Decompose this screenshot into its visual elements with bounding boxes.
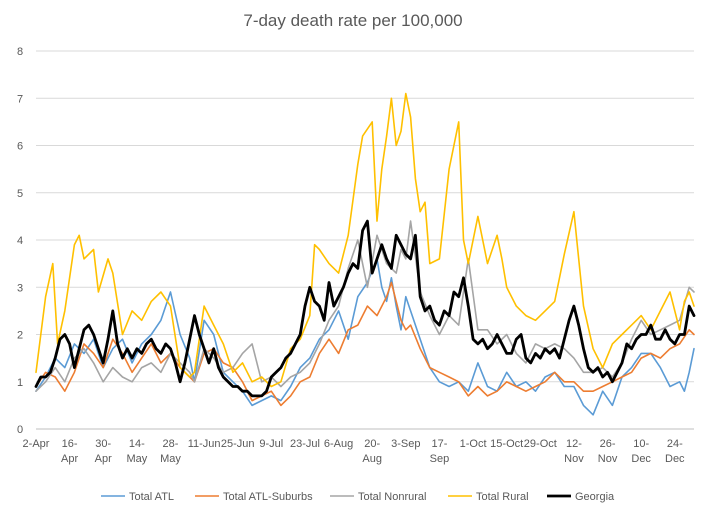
y-tick-label: 4 — [17, 235, 23, 247]
x-tick-label: 24-Dec — [665, 438, 685, 465]
x-tick-label: 12-Nov — [564, 438, 584, 465]
x-tick-label: 11-Jun — [188, 438, 221, 450]
x-tick-label: 28-May — [160, 438, 181, 465]
x-tick-label: 9-Jul — [259, 438, 283, 450]
legend-label: Total ATL — [129, 491, 174, 503]
y-tick-label: 1 — [17, 377, 23, 389]
y-tick-label: 2 — [17, 330, 23, 342]
series-line-total-rural — [35, 92, 695, 388]
series-line-georgia — [34, 219, 696, 398]
legend-label: Georgia — [575, 491, 615, 503]
y-tick-label: 0 — [17, 424, 23, 436]
x-tick-label: 23-Jul — [290, 438, 320, 450]
x-tick-label: 29-Oct — [524, 438, 557, 450]
x-tick-label: 26-Nov — [598, 438, 618, 465]
y-axis-tick-labels: 0 1 2 3 4 5 6 7 8 — [17, 46, 23, 436]
legend-label: Total Rural — [476, 491, 529, 503]
legend-label: Total Nonrural — [358, 491, 426, 503]
y-tick-label: 3 — [17, 282, 23, 294]
x-tick-label: 30-Apr — [95, 438, 112, 465]
legend: Total ATL Total ATL-Suburbs Total Nonrural… — [101, 491, 615, 503]
x-tick-label: 1-Oct — [460, 438, 487, 450]
x-axis-tick-labels: 2-Apr 16-Apr 30-Apr 14-May 28-May 11-Jun 25-Ju… — [23, 438, 686, 465]
x-tick-label: 25-Jun — [221, 438, 255, 450]
series-line-total-nonrural — [35, 220, 695, 392]
x-tick-label: 17-Sep — [430, 438, 450, 465]
series-lines — [34, 92, 696, 416]
legend-label: Total ATL-Suburbs — [223, 491, 313, 503]
chart-title: 7-day death rate per 100,000 — [243, 11, 462, 30]
gridlines — [36, 50, 694, 430]
x-tick-label: 16-Apr — [61, 438, 78, 465]
y-tick-label: 5 — [17, 188, 23, 200]
x-tick-label: 10-Dec — [631, 438, 651, 465]
y-tick-label: 8 — [17, 46, 23, 58]
x-tick-label: 6-Aug — [324, 438, 353, 450]
x-tick-label: 3-Sep — [391, 438, 420, 450]
y-tick-label: 6 — [17, 141, 23, 153]
y-tick-label: 7 — [17, 93, 23, 105]
x-tick-label: 15-Oct — [490, 438, 523, 450]
x-tick-label: 20-Aug — [362, 438, 382, 465]
x-tick-label: 14-May — [126, 438, 147, 465]
x-tick-label: 2-Apr — [23, 438, 50, 450]
series-line-total-atl — [35, 258, 695, 416]
series-line-total-atl-suburbs — [35, 281, 695, 407]
